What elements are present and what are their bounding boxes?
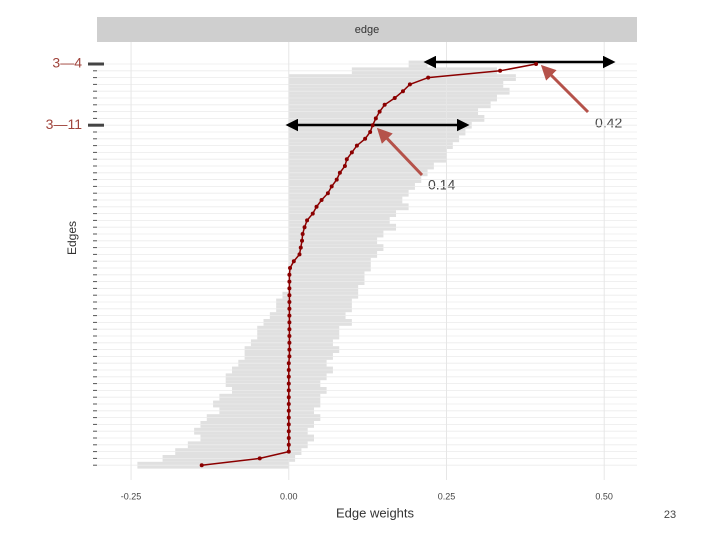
estimate-point	[287, 334, 292, 338]
y-axis-label: Edges	[65, 221, 79, 255]
estimate-point	[287, 286, 292, 291]
estimate-point	[287, 327, 292, 332]
estimate-point	[286, 415, 291, 420]
estimate-point	[287, 313, 292, 318]
estimate-point	[349, 150, 354, 155]
estimate-point	[305, 218, 310, 223]
estimate-point	[319, 198, 324, 202]
estimate-point	[286, 395, 291, 400]
estimate-point	[286, 442, 291, 447]
estimate-point	[286, 429, 291, 434]
estimate-point	[286, 374, 291, 379]
estimate-point	[342, 164, 347, 168]
estimate-point	[373, 116, 378, 121]
estimate-point	[286, 361, 291, 366]
estimate-point	[334, 177, 339, 182]
estimate-point	[199, 463, 204, 468]
estimate-point	[287, 354, 292, 359]
estimate-point	[400, 89, 405, 94]
estimate-point	[370, 123, 375, 128]
estimate-point	[407, 82, 412, 87]
estimate-point	[286, 449, 291, 454]
estimate-point	[287, 306, 292, 311]
estimate-point	[286, 408, 291, 413]
estimate-point	[392, 96, 397, 100]
estimate-point	[354, 143, 359, 148]
estimate-point	[286, 388, 291, 393]
estimate-point	[288, 266, 293, 270]
annotation: 0.42	[595, 115, 622, 131]
estimate-point	[298, 245, 303, 250]
estimate-point	[337, 170, 342, 175]
estimate-point	[310, 211, 315, 216]
panel-strip	[97, 17, 637, 42]
estimate-point	[534, 62, 539, 66]
estimate-point	[344, 157, 349, 162]
estimate-point	[286, 368, 291, 372]
annotation: 0.14	[428, 177, 455, 193]
estimate-point	[368, 130, 373, 134]
x-tick-label: 0.50	[595, 491, 613, 501]
estimate-point	[300, 238, 305, 243]
estimate-point	[382, 102, 387, 107]
estimate-point	[363, 136, 368, 141]
pointer-arrow	[376, 127, 424, 177]
estimate-point	[287, 340, 292, 345]
estimate-point	[377, 109, 382, 114]
x-axis-label: Edge weights	[336, 505, 415, 520]
estimate-point	[302, 225, 307, 230]
estimate-point	[297, 252, 302, 257]
estimate-point	[314, 204, 319, 209]
x-tick-label: 0.25	[438, 491, 456, 501]
estimate-point	[426, 75, 431, 80]
estimate-point	[287, 293, 292, 298]
estimate-point	[291, 259, 296, 264]
y-tick-label: 3—11	[46, 116, 83, 132]
panel-title: edge	[355, 24, 379, 36]
estimate-point	[286, 422, 291, 427]
estimate-point	[325, 191, 330, 196]
estimate-point	[300, 232, 305, 236]
pointer-arrow	[540, 64, 590, 114]
x-tick-label: 0.00	[280, 491, 298, 501]
estimate-point	[287, 347, 292, 352]
estimate-point	[287, 320, 292, 325]
y-tick-label: 3—4	[52, 55, 82, 71]
estimate-point	[329, 184, 334, 189]
estimate-point	[286, 381, 291, 386]
estimate-point	[286, 402, 291, 406]
estimate-point	[286, 436, 291, 440]
x-tick-label: -0.25	[121, 491, 142, 501]
estimate-point	[287, 300, 292, 304]
estimate-point	[287, 272, 292, 277]
page-number: 23	[664, 509, 676, 521]
plot: -0.25 0.00 0.25 0.50 3—4 3—11	[46, 42, 637, 501]
estimate-point	[257, 456, 262, 461]
estimate-point	[498, 68, 503, 73]
estimate-point	[287, 279, 292, 284]
